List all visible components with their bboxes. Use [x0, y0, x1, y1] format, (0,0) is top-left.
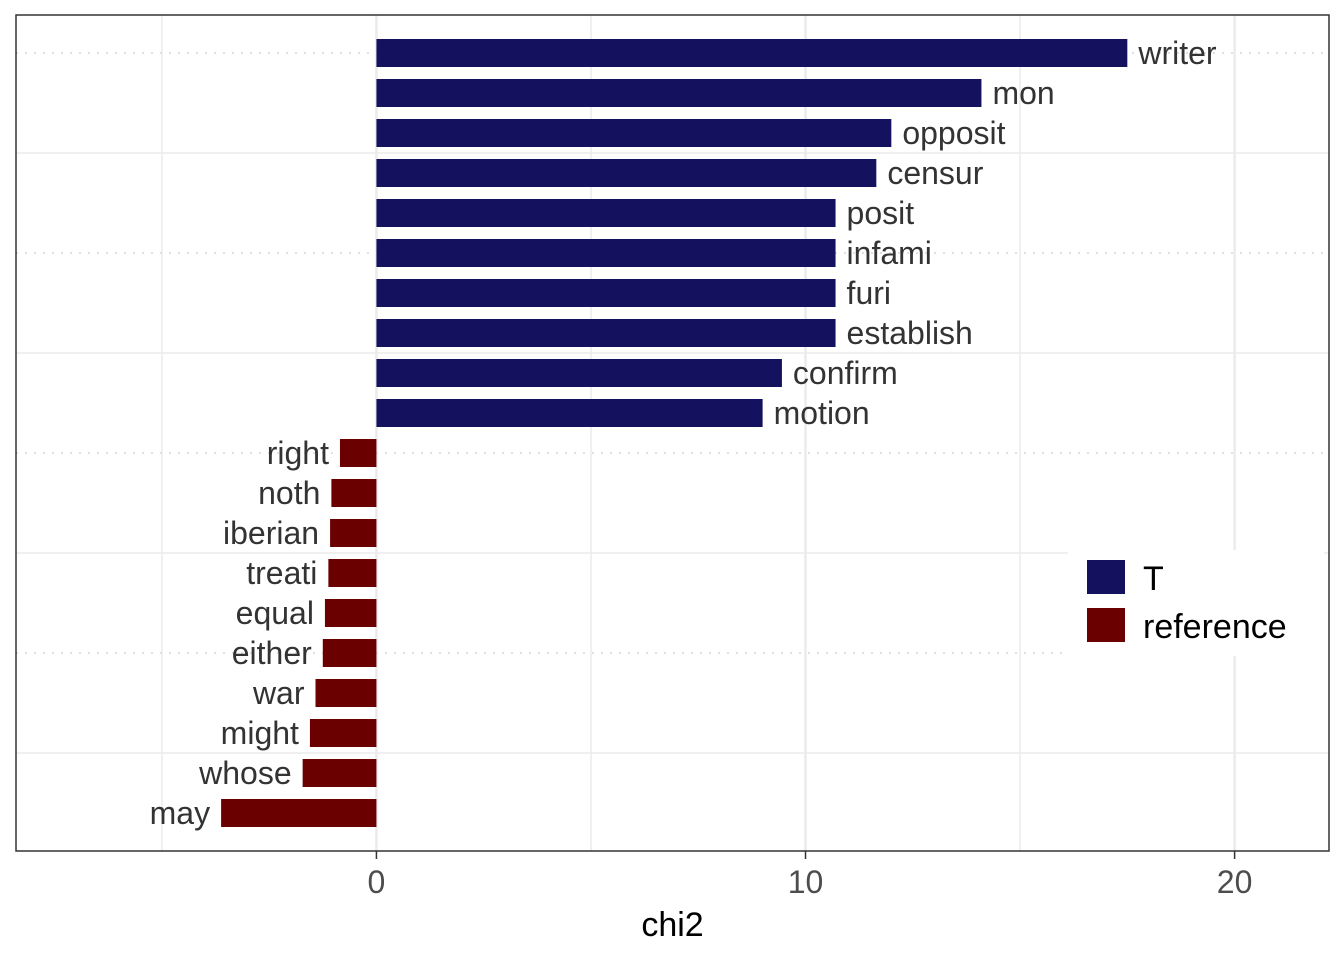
bar-label-either: either	[232, 635, 312, 671]
bar-label-iberian: iberian	[223, 515, 319, 551]
bar-infami	[376, 239, 836, 267]
bar-label-posit: posit	[847, 195, 915, 231]
bar-label-furi: furi	[847, 275, 891, 311]
bar-furi	[376, 279, 836, 307]
bar-might	[309, 719, 377, 747]
bar-mon	[376, 79, 982, 107]
bar-label-confirm: confirm	[793, 355, 898, 391]
bar-label-mon: mon	[992, 75, 1054, 111]
panel-border	[15, 14, 1330, 852]
bar-treati	[328, 559, 377, 587]
bar-iberian	[330, 519, 377, 547]
bar-whose	[302, 759, 377, 787]
x-tick-label: 0	[368, 864, 386, 900]
bar-motion	[376, 399, 763, 427]
bar-label-right: right	[267, 435, 329, 471]
bar-labels: writer mon opposit censur posit infami furi est…	[150, 35, 1217, 831]
x-tick-label: 10	[788, 864, 824, 900]
legend-key-reference	[1087, 608, 1125, 642]
x-axis-title: chi2	[641, 906, 703, 944]
bar-label-opposit: opposit	[902, 115, 1005, 151]
bar-writer	[376, 39, 1128, 67]
bar-label-censur: censur	[887, 155, 983, 191]
bar-label-treati: treati	[246, 555, 317, 591]
bars	[221, 39, 1128, 827]
bar-label-motion: motion	[774, 395, 870, 431]
legend-label-reference: reference	[1143, 608, 1287, 646]
bar-label-war: war	[252, 675, 305, 711]
bar-label-may: may	[150, 795, 210, 831]
legend-label-T: T	[1143, 560, 1164, 598]
grid-lines	[16, 15, 1329, 851]
bar-opposit	[376, 119, 892, 147]
bar-label-equal: equal	[236, 595, 314, 631]
bar-censur	[376, 159, 877, 187]
bar-may	[221, 799, 377, 827]
bar-right	[339, 439, 377, 467]
bar-label-establish: establish	[847, 315, 973, 351]
bar-label-noth: noth	[258, 475, 320, 511]
x-axis: 0 10 20	[368, 851, 1253, 900]
bar-confirm	[376, 359, 782, 387]
bar-war	[315, 679, 377, 707]
x-tick-label: 20	[1217, 864, 1253, 900]
bar-label-infami: infami	[847, 235, 932, 271]
bar-label-writer: writer	[1137, 35, 1217, 71]
bar-label-might: might	[221, 715, 299, 751]
bar-label-whose: whose	[198, 755, 292, 791]
bar-equal	[324, 599, 377, 627]
bar-establish	[376, 319, 836, 347]
bar-posit	[376, 199, 836, 227]
bar-either	[322, 639, 377, 667]
legend-key-T	[1087, 560, 1125, 594]
bar-noth	[331, 479, 377, 507]
